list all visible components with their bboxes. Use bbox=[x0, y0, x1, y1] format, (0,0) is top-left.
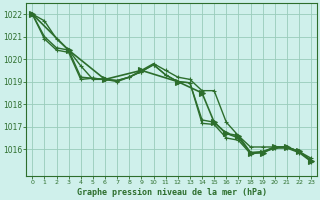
X-axis label: Graphe pression niveau de la mer (hPa): Graphe pression niveau de la mer (hPa) bbox=[77, 188, 267, 197]
